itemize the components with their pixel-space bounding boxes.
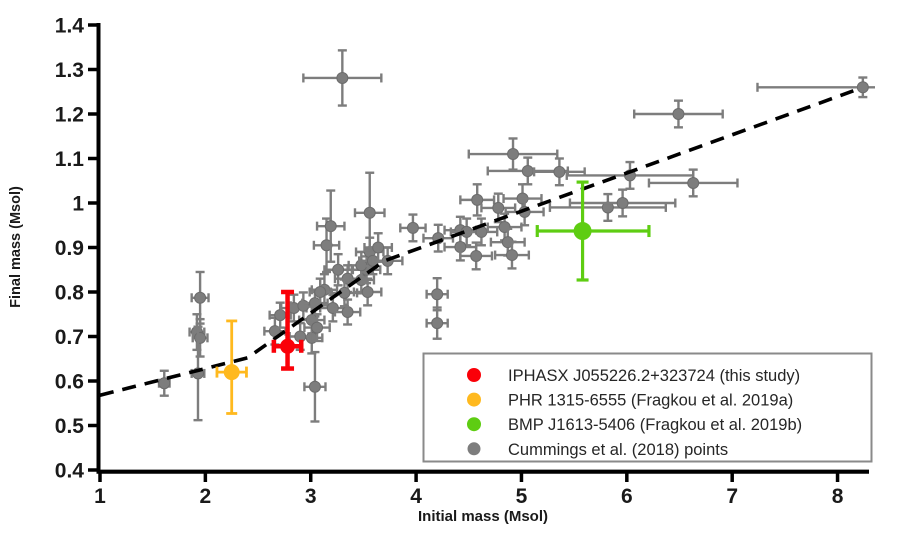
legend-entry-bmp: BMP J1613-5406 (Fragkou et al. 2019b)	[467, 416, 802, 434]
cummings-data-point	[687, 176, 700, 189]
iphasx-series	[271, 289, 304, 371]
cummings-data-point	[406, 221, 419, 234]
cummings-data-point	[158, 377, 171, 390]
cummings-data-point	[856, 81, 869, 94]
x-tick-label: 8	[832, 485, 844, 508]
cummings-data-point	[507, 148, 520, 161]
window-top-border	[0, 0, 900, 2]
cummings-data-point	[492, 201, 505, 214]
plot-data-layer	[99, 49, 875, 423]
cummings-data-point	[471, 193, 484, 206]
iphasx-data-point	[280, 338, 296, 354]
cummings-data-point	[372, 241, 385, 254]
cummings-data-point	[521, 164, 534, 177]
cummings-data-point	[314, 286, 327, 298]
legend-entry-cummings: Cummings et al. (2018) points	[467, 441, 728, 459]
y-axis-title: Final mass (Msol)	[8, 186, 24, 308]
cummings-data-point	[431, 317, 444, 330]
legend-box	[422, 352, 873, 463]
x-tick-label: 1	[94, 485, 106, 508]
legend-label: BMP J1613-5406 (Fragkou et al. 2019b)	[508, 416, 802, 434]
y-tick-label: 0.9	[55, 237, 84, 260]
phr-legend-marker-dot	[467, 392, 481, 407]
cummings-data-point	[505, 249, 518, 262]
cummings-data-point	[616, 197, 629, 209]
legend-label: IPHASX J055226.2+323724 (this study)	[508, 367, 800, 385]
cummings-data-point	[341, 306, 354, 319]
cummings-data-point	[553, 165, 566, 178]
cummings-data-point	[431, 288, 444, 301]
y-tick-label: 0.5	[55, 415, 85, 438]
y-tick-label: 0.8	[55, 282, 85, 305]
y-tick-label: 0.7	[55, 326, 84, 349]
cummings-data-point	[363, 206, 376, 219]
y-tick-label: 0.6	[55, 371, 84, 394]
cummings-data-point	[320, 239, 333, 252]
x-tick-label: 7	[726, 485, 738, 508]
phr-data-point	[223, 364, 240, 381]
bmp-series	[535, 180, 651, 282]
x-axis-title: Initial mass (Msol)	[418, 508, 548, 525]
cummings-legend-marker-dot	[467, 442, 481, 456]
legend-entry-phr: PHR 1315-6555 (Fragkou et al. 2019a)	[467, 392, 793, 410]
cummings-data-point	[336, 71, 349, 84]
legend: IPHASX J055226.2+323724 (this study) PHR …	[422, 352, 873, 463]
cummings-data-point	[311, 321, 324, 334]
ifmr-fit-dashed-line	[99, 89, 854, 397]
y-tick-label: 1.4	[55, 15, 85, 38]
cummings-data-point	[194, 331, 207, 344]
legend-label: Cummings et al. (2018) points	[508, 441, 728, 459]
x-tick-label: 4	[410, 485, 422, 508]
y-tick-label: 1.1	[55, 148, 85, 171]
cummings-data-point	[194, 291, 207, 304]
y-tick-label: 1.3	[55, 59, 84, 82]
cummings-data-point	[308, 380, 321, 393]
bmp-legend-marker-dot	[467, 417, 481, 432]
cummings-error-bars	[459, 183, 496, 217]
y-tick-label: 1.2	[55, 104, 84, 127]
phr-series	[215, 319, 248, 415]
cummings-data-point	[361, 286, 374, 298]
cummings-error-bars	[756, 76, 875, 99]
cummings-data-point	[332, 263, 345, 276]
cummings-data-point	[324, 220, 337, 233]
legend-label: PHR 1315-6555 (Fragkou et al. 2019a)	[508, 392, 793, 410]
x-tick-label: 5	[516, 485, 528, 508]
cummings-data-point	[470, 249, 483, 262]
cummings-data-point	[454, 241, 467, 254]
iphasx-legend-marker-dot	[467, 368, 481, 382]
y-tick-label: 1	[72, 193, 84, 216]
x-tick-label: 3	[305, 485, 317, 508]
x-tick-label: 6	[621, 485, 633, 508]
bmp-error-bars	[535, 180, 651, 282]
legend-entry-iphasx: IPHASX J055226.2+323724 (this study)	[467, 367, 800, 385]
x-tick-label: 2	[200, 485, 212, 508]
y-tick-label: 0.4	[55, 460, 85, 483]
bmp-data-point	[573, 222, 592, 241]
cummings-data-point	[672, 108, 685, 120]
